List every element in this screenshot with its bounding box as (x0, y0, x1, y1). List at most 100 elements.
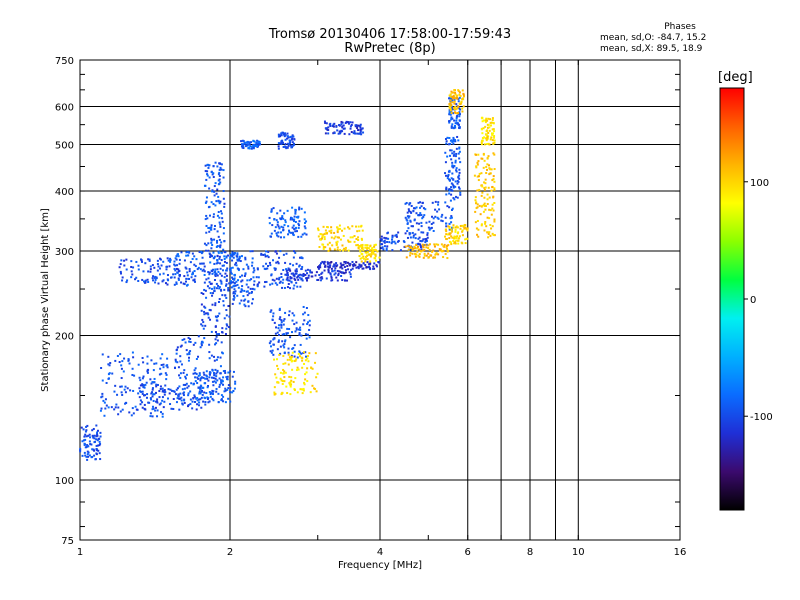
data-point (84, 433, 87, 436)
data-point (203, 184, 206, 187)
data-point (355, 225, 358, 228)
data-point (454, 112, 457, 115)
data-point (186, 271, 189, 274)
data-point (141, 384, 144, 387)
data-point (213, 373, 216, 376)
data-point (491, 128, 494, 131)
data-point (286, 135, 289, 138)
data-point (489, 168, 492, 171)
data-point (287, 279, 290, 282)
data-point (341, 229, 344, 232)
data-point (202, 292, 205, 295)
data-point (364, 264, 367, 267)
data-point (344, 262, 347, 265)
data-point (126, 387, 129, 390)
data-point (254, 145, 257, 148)
data-point (224, 251, 227, 254)
data-point (246, 294, 249, 297)
data-point (183, 259, 186, 262)
data-point (213, 287, 216, 290)
data-point (194, 376, 197, 379)
data-point (215, 372, 218, 375)
data-point (311, 275, 314, 278)
data-point (143, 403, 146, 406)
data-point (357, 236, 360, 239)
data-point (348, 227, 351, 230)
data-point (451, 172, 454, 175)
data-point (330, 267, 333, 270)
data-point (212, 268, 215, 271)
data-point (484, 182, 487, 185)
data-point (289, 357, 292, 360)
data-point (321, 235, 324, 238)
data-point (211, 294, 214, 297)
data-point (242, 295, 245, 298)
data-point (286, 146, 289, 149)
data-point (337, 274, 340, 277)
data-point (198, 390, 201, 393)
data-point (309, 269, 312, 272)
data-point (218, 383, 221, 386)
data-point (156, 398, 159, 401)
data-point (218, 221, 221, 224)
data-point (291, 351, 294, 354)
y-tick-label: 600 (55, 103, 74, 114)
data-point (195, 372, 198, 375)
data-point (450, 182, 453, 185)
data-point (221, 380, 224, 383)
data-point (356, 132, 359, 135)
data-point (86, 458, 89, 461)
data-point (445, 246, 448, 249)
data-point (444, 228, 447, 231)
data-point (201, 318, 204, 321)
data-point (124, 385, 127, 388)
data-point (207, 379, 210, 382)
data-point (274, 282, 277, 285)
data-point (183, 401, 186, 404)
data-point (334, 235, 337, 238)
data-point (291, 218, 294, 221)
data-point (151, 264, 154, 267)
data-point (207, 166, 210, 169)
data-point (218, 238, 221, 241)
data-point (222, 264, 225, 267)
data-point (351, 121, 354, 124)
data-point (211, 190, 214, 193)
data-point (456, 135, 459, 138)
data-point (227, 371, 230, 374)
data-point (130, 270, 133, 273)
data-point (458, 235, 461, 238)
data-point (485, 172, 488, 175)
data-point (137, 363, 140, 366)
data-point (420, 225, 423, 228)
data-point (82, 439, 85, 442)
data-point (220, 398, 223, 401)
data-point (278, 307, 281, 310)
data-point (214, 377, 217, 380)
data-point (158, 373, 161, 376)
data-point (293, 218, 296, 221)
x-tick-label: 16 (674, 547, 687, 558)
data-point (90, 456, 93, 459)
data-point (159, 387, 162, 390)
data-point (216, 214, 219, 217)
data-point (235, 261, 238, 264)
data-point (88, 454, 91, 457)
data-point (193, 369, 196, 372)
data-point (412, 236, 415, 239)
data-point (358, 229, 361, 232)
y-tick-label: 400 (55, 187, 74, 198)
data-point (156, 263, 159, 266)
data-point (105, 404, 108, 407)
data-point (207, 384, 210, 387)
data-point (189, 261, 192, 264)
data-point (324, 127, 327, 130)
data-point (450, 149, 453, 152)
data-point (323, 120, 326, 123)
data-point (420, 214, 423, 217)
data-point (294, 272, 297, 275)
data-point (216, 188, 219, 191)
data-point (295, 369, 298, 372)
data-point (458, 119, 461, 122)
data-point (203, 281, 206, 284)
